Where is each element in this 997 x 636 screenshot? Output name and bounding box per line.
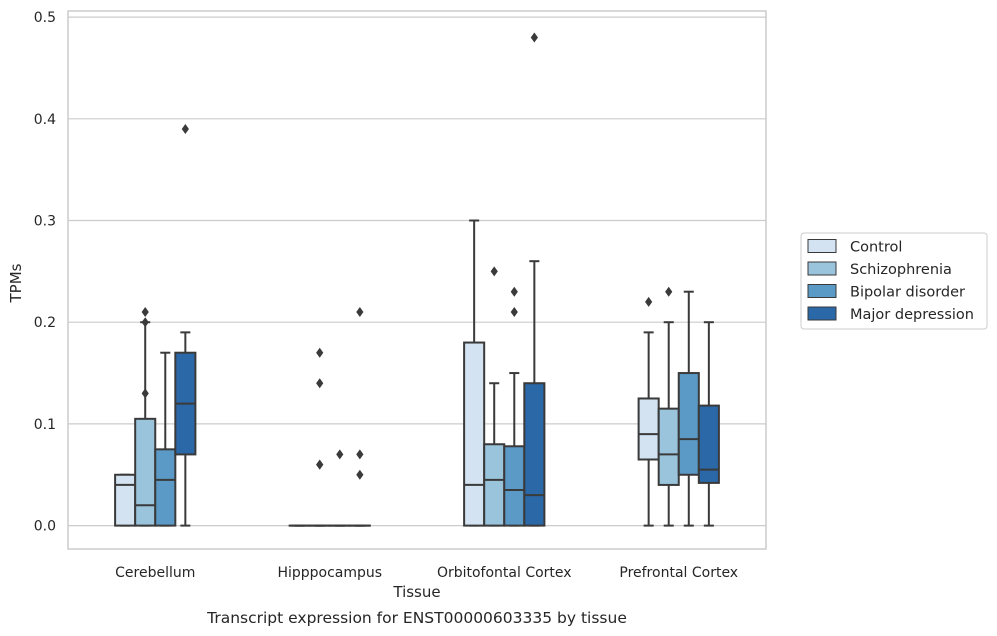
legend-label: Control	[850, 240, 902, 256]
box-major-depression	[523, 32, 546, 527]
legend-swatch	[807, 239, 837, 253]
outlier-point	[181, 123, 189, 134]
outlier-point	[316, 347, 324, 358]
legend-swatch	[807, 306, 837, 321]
outlier-point	[316, 459, 324, 470]
iqr-box	[503, 445, 526, 527]
outlier-point	[356, 307, 364, 318]
y-tick-label: 0.3	[34, 214, 56, 230]
outlier-point	[141, 317, 149, 328]
y-tick-label: 0.5	[34, 10, 56, 26]
box-major-depression	[348, 307, 371, 527]
box-schizophrenia	[657, 286, 680, 527]
outlier-point	[356, 449, 364, 460]
iqr-box	[523, 382, 546, 527]
outlier-point	[510, 307, 518, 318]
box-bipolar-disorder	[677, 290, 700, 527]
box-bipolar-disorder	[154, 351, 177, 527]
box-control	[114, 473, 137, 527]
boxes	[114, 32, 720, 527]
plot-area-frame	[67, 10, 767, 550]
y-tick-label: 0.1	[34, 417, 56, 433]
box-schizophrenia	[308, 347, 331, 527]
outlier-point	[356, 469, 364, 480]
outlier-point	[490, 266, 498, 277]
outlier-point	[510, 286, 518, 297]
legend-label: Schizophrenia	[850, 262, 952, 278]
legend-label: Bipolar disorder	[850, 285, 965, 301]
outlier-point	[336, 449, 344, 460]
box-bipolar-disorder	[328, 449, 351, 527]
box-schizophrenia	[134, 307, 157, 527]
x-axis-label: Tissue	[392, 583, 440, 601]
iqr-box	[463, 341, 486, 527]
outlier-point	[141, 307, 149, 318]
x-axis-ticks: Cerebellum Hipppocampus Orbitofontal Corte…	[115, 565, 738, 581]
iqr-box	[657, 407, 680, 486]
legend-frame	[800, 232, 988, 330]
outlier-point	[141, 388, 149, 399]
outlier-point	[645, 296, 653, 307]
iqr-box	[697, 404, 720, 484]
x-tick-label: Orbitofontal Cortex	[437, 565, 572, 581]
y-tick-label: 0.4	[34, 112, 56, 128]
box-major-depression	[697, 321, 720, 527]
outlier-point	[316, 378, 324, 389]
iqr-box	[114, 473, 137, 527]
y-axis-ticks: 0.0 0.1 0.2 0.3 0.4 0.5	[34, 10, 56, 535]
outlier-point	[530, 32, 538, 43]
legend-swatch	[807, 261, 837, 276]
iqr-box	[637, 397, 660, 461]
outlier-point	[665, 286, 673, 297]
y-axis-label: TPMs	[7, 263, 25, 303]
iqr-box	[134, 417, 157, 527]
box-major-depression	[174, 123, 197, 527]
box-control	[637, 296, 660, 527]
x-tick-label: Hipppocampus	[277, 565, 382, 581]
chart-caption: Transcript expression for ENST0000060333…	[206, 609, 627, 627]
iqr-box	[154, 448, 177, 527]
legend: Control Schizophrenia Bipolar disorder Majo…	[800, 232, 988, 330]
iqr-box	[677, 372, 700, 476]
legend-swatch	[807, 284, 837, 298]
y-tick-label: 0.2	[34, 315, 56, 331]
box-control	[463, 219, 486, 527]
iqr-box	[483, 443, 506, 527]
box-schizophrenia	[483, 266, 506, 527]
x-tick-label: Cerebellum	[115, 565, 195, 581]
y-tick-label: 0.0	[34, 519, 56, 535]
x-tick-label: Prefrontal Cortex	[619, 565, 738, 581]
legend-label: Major depression	[850, 307, 974, 323]
